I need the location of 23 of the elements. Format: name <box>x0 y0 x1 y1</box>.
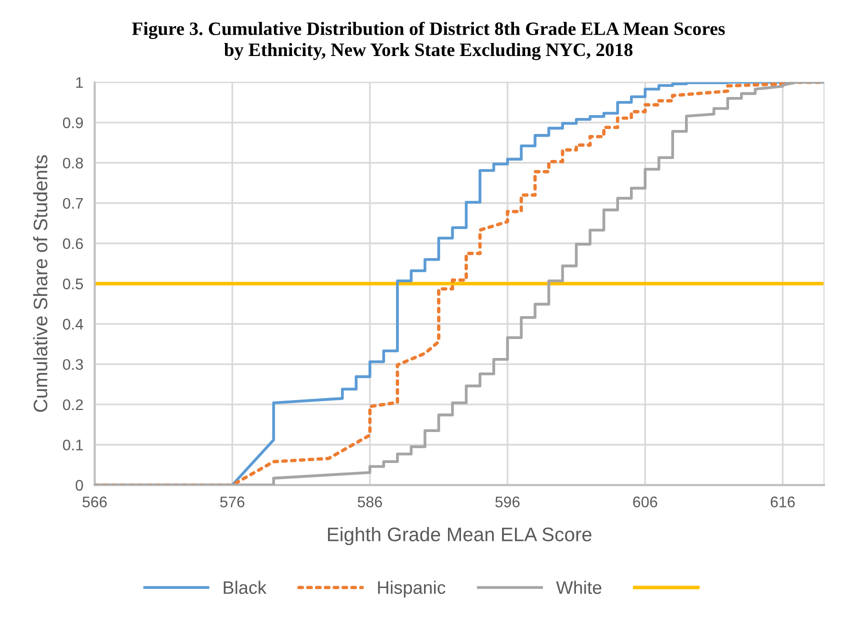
y-tick-label: 1 <box>76 77 83 88</box>
y-tick-label: 0.1 <box>62 440 83 450</box>
legend-label: Black <box>224 580 267 594</box>
y-tick-label: 0.6 <box>62 238 83 250</box>
x-axis-title: Eighth Grade Mean ELA Score <box>328 527 592 546</box>
y-tick-label: 0.9 <box>62 117 83 128</box>
legend-label: Hispanic <box>378 580 446 598</box>
y-tick-label: 0.5 <box>62 278 83 290</box>
y-tick-label: 0.4 <box>62 318 84 330</box>
y-tick-label: 0.7 <box>62 198 83 209</box>
chart-title: Figure 3. Cumulative Distribution of District 8th Grade ELA Mean Scores by Ethnicity, New York State Excluding NYC, 2018 <box>132 22 725 60</box>
y-axis-title: Cumulative Share of Students <box>33 155 48 412</box>
x-tick-label: 566 <box>82 496 107 508</box>
y-tick-label: 0.2 <box>62 399 83 410</box>
y-tick-label: 0 <box>76 480 83 491</box>
y-tick-label: 0.3 <box>62 359 83 370</box>
x-tick-label: 606 <box>633 496 658 508</box>
y-tick-label: 0.8 <box>62 158 83 169</box>
x-tick-label: 576 <box>220 496 244 508</box>
legend-label: White <box>556 580 602 594</box>
x-tick-label: 586 <box>358 496 382 508</box>
x-tick-label: 616 <box>770 496 795 508</box>
x-tick-label: 596 <box>495 496 520 508</box>
